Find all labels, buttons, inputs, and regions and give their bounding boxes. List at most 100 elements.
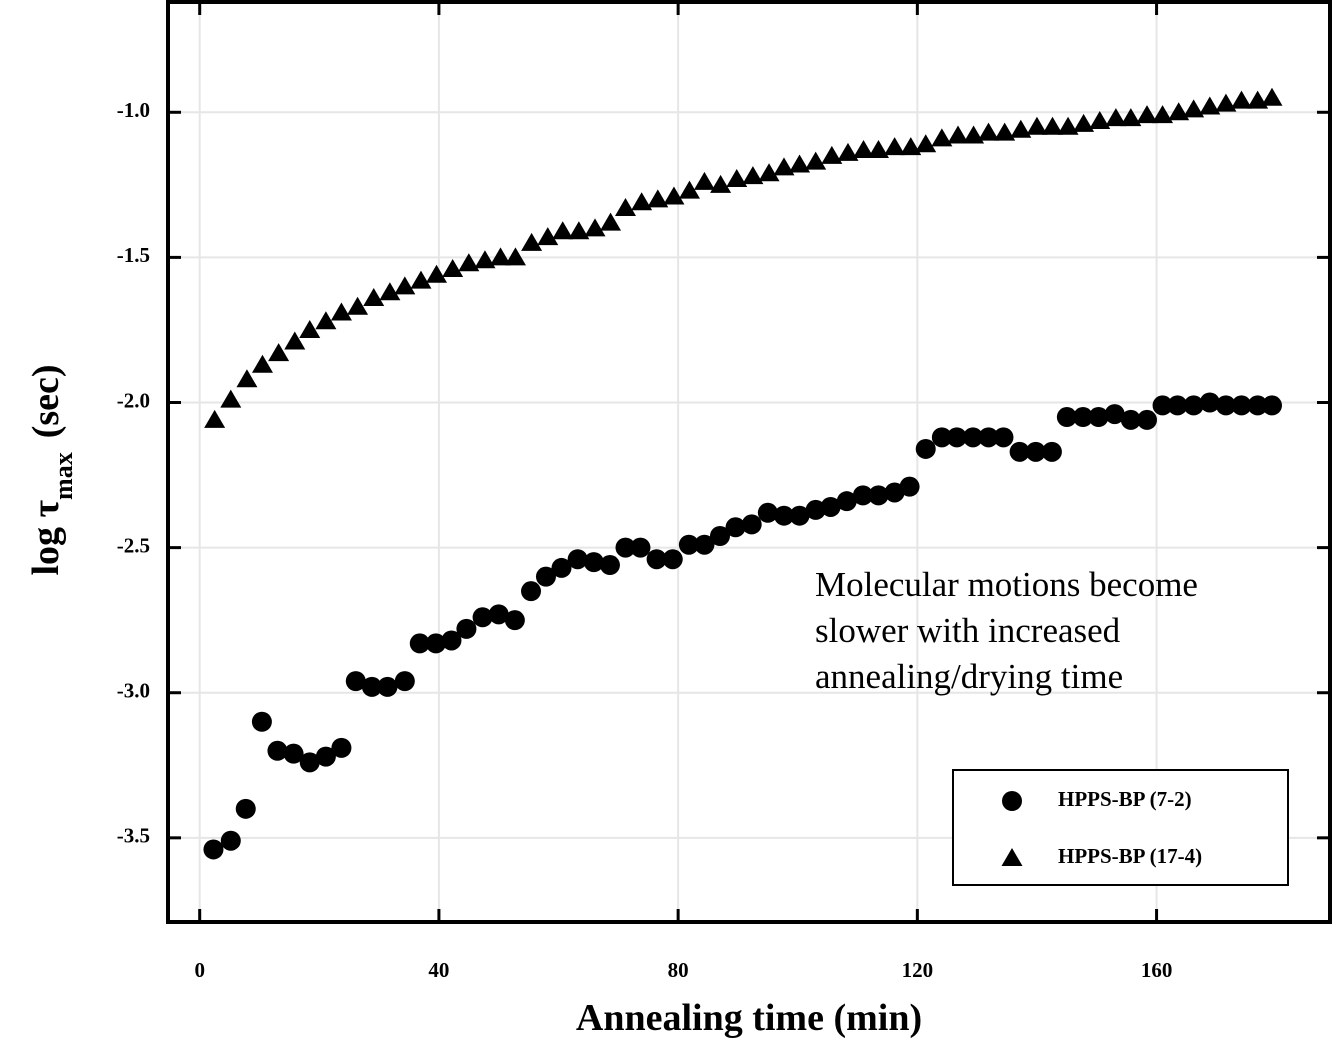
data-point	[615, 537, 636, 558]
data-point	[409, 633, 430, 654]
y-tick-label: -2.0	[117, 388, 150, 412]
y-axis-label: log τmax (sec)	[25, 364, 78, 575]
data-point	[931, 427, 952, 448]
x-tick-label: 0	[194, 958, 205, 982]
data-point	[1215, 93, 1237, 112]
data-point	[1136, 105, 1158, 124]
data-point	[757, 502, 778, 523]
data-point	[805, 151, 827, 170]
data-point	[268, 343, 290, 362]
data-point	[678, 180, 700, 199]
legend-marker	[1002, 791, 1022, 811]
data-point	[1231, 395, 1252, 416]
y-tick-label: -1.5	[117, 243, 150, 267]
data-point	[1104, 404, 1125, 425]
data-point	[504, 247, 526, 266]
data-point	[1042, 116, 1064, 135]
data-point	[1089, 110, 1111, 129]
data-point	[363, 288, 385, 307]
data-point	[1105, 108, 1127, 127]
data-point	[1057, 116, 1079, 135]
data-point	[773, 157, 795, 176]
data-point	[235, 798, 256, 819]
data-point	[299, 319, 321, 338]
data-point	[852, 485, 873, 506]
data-point	[204, 409, 226, 428]
data-point	[1120, 108, 1142, 127]
data-point	[1152, 105, 1174, 124]
data-point	[251, 711, 272, 732]
data-point	[1041, 441, 1062, 462]
x-axis-label: Annealing time (min)	[576, 997, 922, 1039]
data-point	[1167, 395, 1188, 416]
data-point	[820, 496, 841, 517]
data-point	[203, 839, 224, 860]
data-point	[946, 427, 967, 448]
data-point	[868, 485, 889, 506]
data-point	[251, 354, 273, 373]
data-point	[884, 137, 906, 156]
data-point	[426, 264, 448, 283]
data-point	[442, 259, 464, 278]
data-point	[758, 163, 780, 182]
data-point	[1247, 90, 1269, 109]
data-point	[394, 276, 416, 295]
data-point	[331, 737, 352, 758]
data-point	[521, 581, 542, 602]
data-point	[1230, 90, 1252, 109]
data-point	[472, 607, 493, 628]
data-point	[220, 389, 242, 408]
data-point	[599, 555, 620, 576]
y-tick-label: -3.0	[117, 679, 150, 703]
data-point	[488, 604, 509, 625]
data-point	[1261, 395, 1282, 416]
data-point	[552, 221, 574, 240]
data-point	[600, 212, 622, 231]
data-point	[646, 549, 667, 570]
data-point	[236, 369, 258, 388]
data-point	[773, 505, 794, 526]
data-point	[299, 752, 320, 773]
data-point	[490, 247, 512, 266]
data-point	[456, 618, 477, 639]
data-point	[994, 122, 1016, 141]
data-point	[1026, 116, 1048, 135]
data-point	[963, 125, 985, 144]
data-point	[899, 476, 920, 497]
data-point	[931, 128, 953, 147]
data-point	[537, 227, 559, 246]
annotation: Molecular motions become	[815, 565, 1198, 604]
data-point	[789, 505, 810, 526]
data-point	[379, 282, 401, 301]
annotation: slower with increased	[815, 611, 1121, 650]
data-point	[504, 610, 525, 631]
data-point	[394, 671, 415, 692]
data-point	[1056, 407, 1077, 428]
data-point	[647, 189, 669, 208]
data-point	[662, 549, 683, 570]
data-point	[837, 142, 859, 161]
data-point	[821, 145, 843, 164]
data-point	[425, 633, 446, 654]
data-point	[220, 830, 241, 851]
data-point	[1088, 407, 1109, 428]
data-point	[900, 137, 922, 156]
data-point	[993, 427, 1014, 448]
data-point	[1199, 96, 1221, 115]
data-point	[1152, 395, 1173, 416]
data-point	[867, 140, 889, 159]
data-point	[568, 221, 590, 240]
data-point	[1073, 407, 1094, 428]
data-point	[853, 140, 875, 159]
data-point	[726, 169, 748, 188]
data-point	[284, 331, 306, 350]
data-point	[962, 427, 983, 448]
data-point	[742, 166, 764, 185]
data-point	[283, 743, 304, 764]
data-point	[915, 438, 936, 459]
data-point	[584, 218, 606, 237]
y-axis-label-unit: (sec)	[25, 364, 67, 438]
data-point	[663, 186, 685, 205]
